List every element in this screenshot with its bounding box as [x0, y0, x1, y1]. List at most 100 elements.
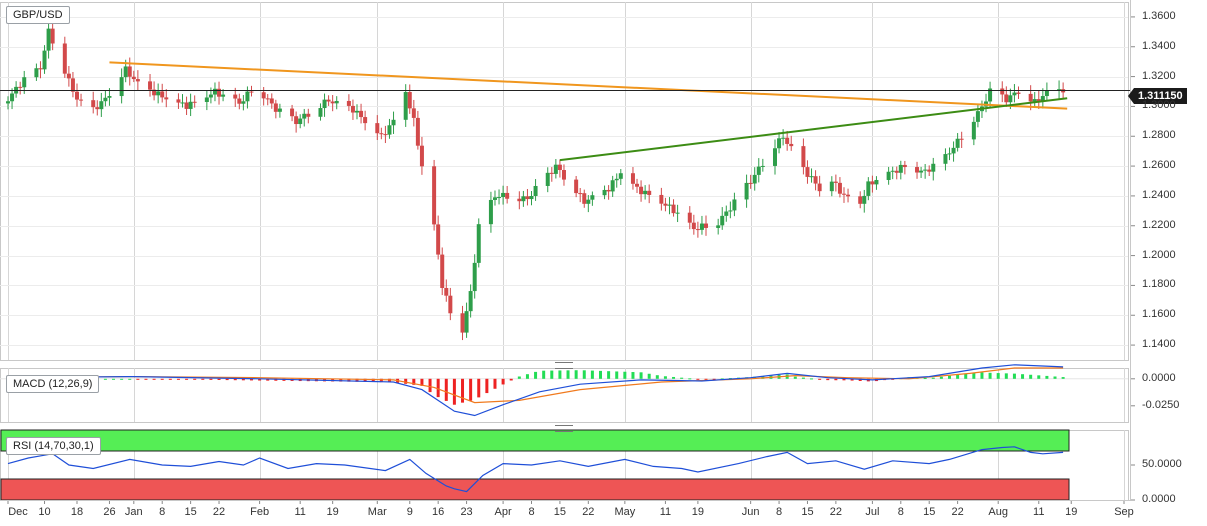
candle-down — [444, 287, 449, 296]
candle-up — [497, 197, 502, 199]
candle-down — [436, 224, 441, 255]
candle-down — [691, 222, 696, 230]
macd-hist-positive — [1061, 377, 1065, 379]
candle-up — [1057, 89, 1062, 91]
candle-down — [131, 76, 136, 80]
macd-hist-positive — [582, 370, 586, 379]
candle-down — [359, 110, 364, 118]
candle-up — [643, 190, 648, 195]
macd-hist-positive — [964, 373, 968, 379]
candle-up — [756, 166, 761, 175]
macd-hist-positive — [566, 370, 570, 379]
x-tick-label: 15 — [553, 506, 567, 518]
candle-up — [212, 88, 217, 95]
candle-down — [902, 164, 907, 168]
macd-hist-negative — [404, 378, 408, 384]
candle-up — [34, 68, 39, 78]
candle-up — [590, 195, 595, 200]
x-tick-label: 11 — [1033, 506, 1045, 518]
macd-hist-positive — [793, 376, 797, 379]
candle-down — [959, 138, 964, 140]
candle-up — [277, 108, 282, 112]
macd-hist-negative — [850, 378, 854, 381]
macd-hist-negative — [826, 378, 830, 381]
x-tick-label: 15 — [184, 506, 197, 518]
candle-up — [614, 178, 619, 181]
y-tick-label: 1.3400 — [1142, 39, 1176, 52]
candle-up — [298, 118, 303, 125]
candle-down — [91, 100, 96, 108]
candle-down — [273, 103, 278, 112]
macd-hist-positive — [947, 375, 951, 379]
y-tick-label: 1.1600 — [1142, 308, 1176, 321]
y-tick-label: 1.2000 — [1142, 248, 1176, 261]
candle-up — [488, 199, 493, 225]
candle-up — [521, 196, 526, 202]
macd-hist-positive — [1045, 375, 1049, 379]
candle-up — [971, 121, 976, 140]
x-tick-label: Sep — [1114, 506, 1134, 518]
candle-down — [184, 102, 189, 109]
macd-hist-negative — [834, 378, 838, 381]
candle-up — [667, 204, 672, 206]
candle-up — [221, 94, 226, 97]
candle-up — [464, 311, 469, 333]
candle-down — [127, 66, 132, 77]
current-price-tag: 1.311150 — [1128, 88, 1187, 104]
y-tick-label: 1.3600 — [1142, 9, 1176, 22]
candle-down — [805, 167, 810, 177]
macd-hist-positive — [663, 376, 667, 379]
candle-down — [671, 204, 676, 214]
candle-up — [533, 185, 538, 196]
candle-down — [192, 101, 197, 103]
panel-resize-handle[interactable] — [555, 362, 573, 369]
candle-up — [760, 165, 765, 167]
candle-up — [752, 174, 757, 184]
x-tick-label: 8 — [775, 506, 783, 518]
macd-hist-positive — [680, 377, 684, 379]
candle-down — [687, 212, 692, 223]
macd-hist-negative — [193, 378, 197, 380]
macd-hist-negative — [136, 378, 140, 380]
macd-hist-negative — [412, 378, 416, 385]
y-tick-label: 1.1400 — [1142, 338, 1176, 351]
y-tick-label: 0.0000 — [1142, 371, 1176, 384]
x-tick-label: 8 — [159, 506, 166, 518]
candle-down — [66, 73, 71, 79]
candle-up — [988, 88, 993, 102]
y-tick-label: 1.2600 — [1142, 159, 1176, 172]
x-tick-label: 19 — [326, 506, 339, 518]
macd-hist-positive — [810, 378, 814, 380]
candle-up — [1008, 95, 1013, 103]
macd-hist-negative — [420, 378, 424, 386]
candle-down — [330, 101, 335, 104]
candle-down — [1028, 93, 1033, 102]
macd-hist-negative — [152, 378, 156, 380]
macd-hist-positive — [598, 370, 602, 379]
macd-hist-positive — [525, 374, 529, 379]
candle-down — [1036, 99, 1041, 102]
x-tick-label: Feb — [250, 506, 270, 518]
candle-up — [829, 181, 834, 192]
macd-hist-negative — [428, 378, 432, 393]
candle-up — [777, 138, 782, 149]
candle-up — [46, 28, 51, 51]
candle-up — [951, 147, 956, 154]
candle-down — [525, 196, 530, 200]
candle-up — [355, 110, 360, 113]
candle-down — [217, 88, 222, 97]
panel-resize-handle[interactable] — [555, 425, 573, 432]
macd-hist-negative — [501, 378, 505, 385]
candle-up — [119, 77, 124, 97]
macd-hist-positive — [615, 371, 619, 379]
candle-up — [923, 169, 928, 171]
candle-down — [363, 117, 368, 124]
macd-hist-positive — [939, 376, 943, 379]
macd-hist-positive — [550, 370, 554, 379]
candle-down — [858, 196, 863, 204]
macd-hist-negative — [168, 378, 172, 380]
macd-hist-positive — [1004, 373, 1008, 379]
candle-down — [785, 137, 790, 144]
candle-up — [781, 137, 786, 139]
candle-up — [99, 101, 104, 110]
